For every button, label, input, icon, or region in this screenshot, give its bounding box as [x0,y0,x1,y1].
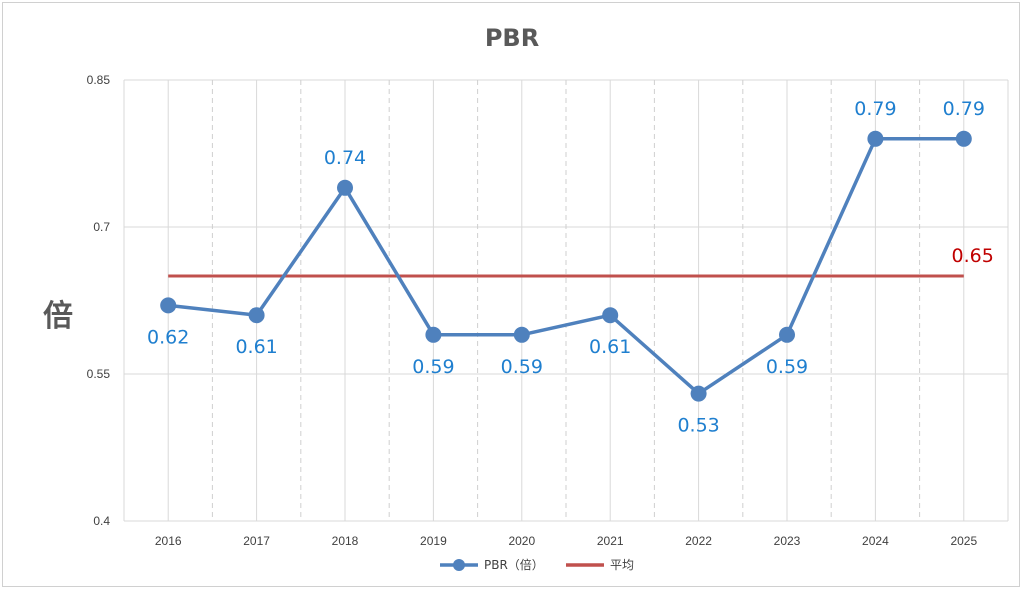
average-label: 0.65 [951,245,993,267]
x-tick-label: 2018 [332,534,359,548]
data-label: 0.61 [235,336,277,358]
x-tick-label: 2023 [774,534,801,548]
y-tick-label: 0.4 [93,514,110,528]
pbr-point [425,326,442,343]
pbr-point [867,130,884,147]
series-layer [160,130,972,402]
pbr-line [168,137,964,396]
data-label: 0.61 [589,336,631,358]
pbr-point [337,179,353,196]
legend-pbr-label: PBR（倍） [484,557,544,572]
legend-pbr-marker [453,559,465,571]
data-label: 0.59 [766,356,808,378]
data-label: 0.79 [943,98,985,120]
data-label: 0.62 [147,326,189,348]
axis-ticks: 0.4 0.55 0.7 0.85 2016 2017 2018 2019 2020 2021 20… [87,73,978,548]
pbr-point [955,130,972,147]
y-axis-label: 倍 [43,299,73,334]
x-tick-label: 2022 [685,534,712,548]
x-tick-label: 2019 [420,534,447,548]
y-tick-label: 0.85 [87,73,111,87]
x-tick-label: 2017 [243,534,270,548]
pbr-point [513,326,530,343]
y-tick-label: 0.55 [87,367,111,381]
pbr-point [160,297,177,314]
x-tick-label: 2016 [155,534,182,548]
data-labels: 0.62 0.61 0.74 0.59 0.59 0.61 0.53 0.59 0.79 0.79… [147,98,994,437]
data-label: 0.59 [412,356,454,378]
data-label: 0.53 [677,415,719,437]
pbr-point [248,307,265,324]
pbr-point [690,385,707,402]
data-label: 0.79 [854,98,896,120]
x-tick-label: 2020 [508,534,535,548]
chart-title: PBR [485,24,539,52]
x-tick-label: 2021 [597,534,624,548]
x-tick-label: 2024 [862,534,889,548]
x-tick-label: 2025 [950,534,977,548]
y-tick-label: 0.7 [93,220,110,234]
grid-lines [123,79,1009,522]
legend: PBR（倍） 平均 [440,557,634,572]
pbr-point [779,326,795,343]
data-label: 0.59 [501,356,543,378]
pbr-point [602,307,619,324]
legend-avg-label: 平均 [610,558,634,572]
data-label: 0.74 [324,147,366,169]
